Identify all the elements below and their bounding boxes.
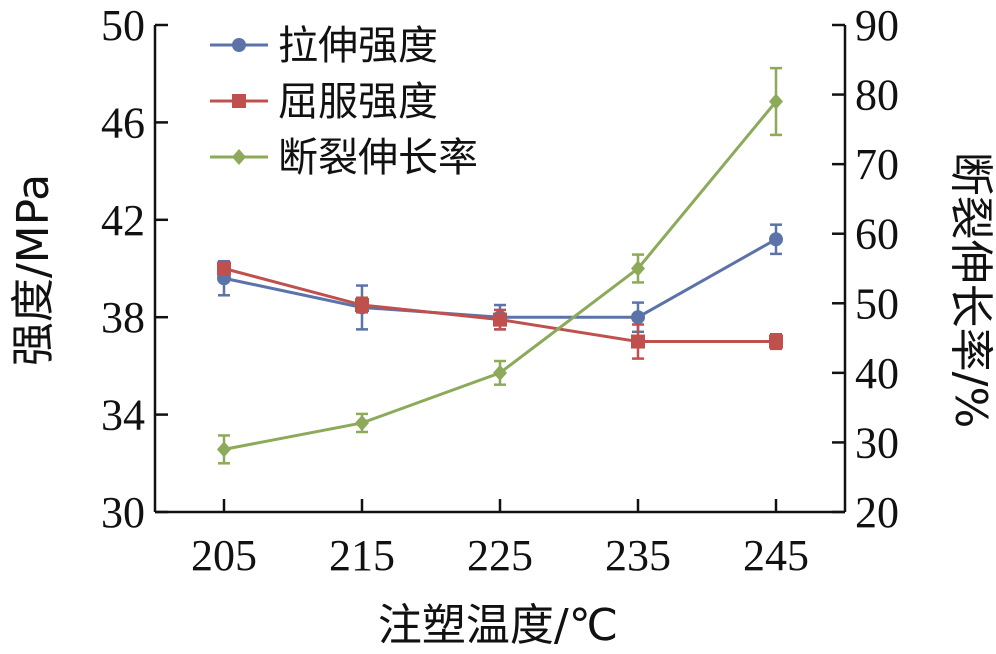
data-point: [769, 232, 783, 247]
legend-marker: [232, 38, 246, 52]
y-left-tick-label: 50: [101, 1, 145, 50]
legend-marker: [232, 94, 246, 108]
data-point: [217, 261, 231, 276]
y-right-tick-label: 20: [855, 488, 899, 537]
data-point: [355, 414, 369, 431]
legend-item: 拉伸强度: [210, 23, 438, 69]
y-right-tick-label: 30: [855, 418, 899, 467]
data-point: [493, 312, 507, 327]
x-tick-label: 235: [605, 531, 671, 580]
x-tick-label: 225: [467, 531, 533, 580]
data-point: [769, 93, 783, 110]
y-right-tick-label: 80: [855, 71, 899, 120]
data-point: [769, 334, 783, 349]
legend-item: 断裂伸长率: [210, 135, 478, 181]
x-tick-label: 245: [743, 531, 809, 580]
x-axis-title: 注塑温度/℃: [378, 600, 618, 651]
series-layer: [217, 66, 783, 465]
y-left-tick-label: 42: [101, 196, 145, 245]
data-point: [631, 334, 645, 349]
y-right-tick-label: 40: [855, 349, 899, 398]
y-left-tick-label: 46: [101, 98, 145, 147]
data-point: [631, 260, 645, 277]
legend-label: 断裂伸长率: [278, 135, 478, 181]
data-point: [217, 441, 231, 458]
data-point: [493, 364, 507, 381]
y-left-tick-label: 34: [101, 391, 145, 440]
legend-label: 拉伸强度: [278, 23, 438, 69]
series-square: [217, 261, 783, 360]
legend-label: 屈服强度: [278, 79, 438, 125]
legend-item: 屈服强度: [210, 79, 438, 125]
y-left-tick-label: 30: [101, 488, 145, 537]
axes: 30 34 38 42 46 50 20 30 40 50 60 70 80 90 205 215 225 235…: [101, 1, 899, 580]
series-diamond: [217, 66, 783, 465]
legend-marker: [232, 149, 246, 165]
y-right-tick-label: 90: [855, 1, 899, 50]
y-left-tick-label: 38: [101, 293, 145, 342]
y-right-tick-label: 70: [855, 140, 899, 189]
y-right-tick-label: 50: [855, 279, 899, 328]
x-tick-label: 205: [191, 531, 257, 580]
x-tick-label: 215: [329, 531, 395, 580]
data-point: [355, 298, 369, 313]
data-point: [631, 310, 645, 325]
y-right-tick-label: 60: [855, 210, 899, 259]
y-left-axis-title: 强度/MPa: [8, 174, 59, 366]
y-right-axis-title: 断裂伸长率/%: [945, 152, 996, 429]
